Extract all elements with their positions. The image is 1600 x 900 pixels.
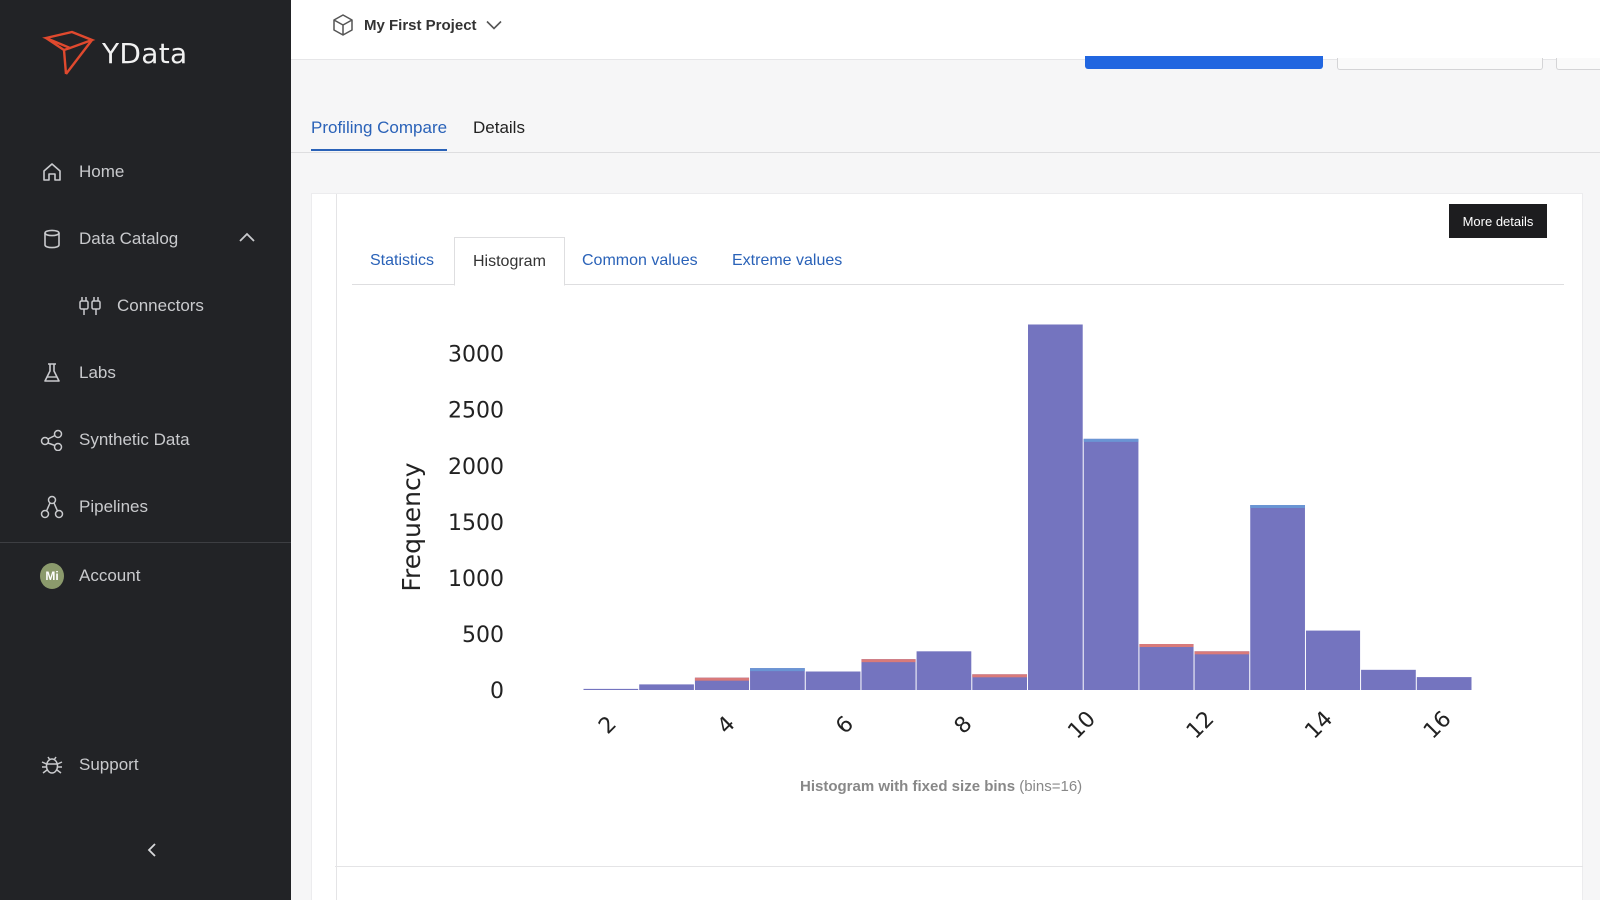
histogram-bar-overlap (1194, 651, 1250, 655)
sidebar-item-label: Account (79, 566, 141, 585)
sidebar-item-support[interactable]: Support (0, 740, 291, 790)
x-tick-label: 10 (1063, 707, 1100, 744)
x-tick-label: 2 (594, 712, 622, 740)
histogram-bar (916, 651, 972, 690)
connectors-icon (78, 294, 102, 318)
more-details-button[interactable]: More details (1449, 204, 1547, 238)
sidebar-item-label: Labs (79, 363, 116, 382)
tertiary-action-button[interactable] (1556, 58, 1600, 70)
tab-common-values[interactable]: Common values (582, 252, 698, 269)
tab-statistics[interactable]: Statistics (370, 252, 435, 269)
project-name: My First Project (364, 16, 477, 34)
chevron-left-icon (147, 843, 156, 857)
ydata-logo[interactable]: YData (42, 30, 187, 76)
histogram-bar (1361, 669, 1416, 690)
cube-icon (333, 14, 353, 36)
profile-card (311, 193, 1583, 900)
histogram-caption: Histogram with fixed size bins (bins=16) (800, 778, 1100, 795)
profile-card-inner (336, 194, 1584, 900)
histogram-bar (1139, 644, 1194, 690)
caption-bold: Histogram with fixed size bins (800, 778, 1016, 795)
histogram-bar (972, 674, 1027, 690)
sidebar-item-account[interactable]: Mi Account (0, 551, 291, 601)
sidebar-divider (0, 542, 291, 543)
collapse-sidebar-button[interactable] (140, 838, 164, 862)
y-tick-label: 2000 (448, 455, 504, 480)
y-axis-label: Frequency (397, 462, 426, 591)
tab-extreme-values[interactable]: Extreme values (732, 252, 843, 269)
avatar-initials: Mi (40, 563, 64, 589)
home-icon (40, 160, 64, 184)
histogram-bar (805, 671, 861, 690)
histogram-bar (1028, 324, 1083, 690)
tab-profiling-compare[interactable]: Profiling Compare (311, 118, 448, 151)
sidebar-item-label: Pipelines (79, 497, 148, 516)
primary-action-button[interactable] (1085, 56, 1323, 69)
variable-subtabs: Statistics Histogram Common values Extre… (352, 237, 1564, 286)
sidebar-item-label: Home (79, 162, 125, 181)
histogram-bar (1083, 438, 1139, 690)
histogram-bar (1250, 505, 1305, 690)
sidebar: YData Home Data Catalog Connectors Labs … (0, 0, 291, 900)
x-tick-label: 14 (1300, 707, 1337, 744)
histogram-bar-overlap (750, 668, 805, 672)
histogram-bar-overlap (1250, 505, 1305, 508)
x-tick-label: 12 (1182, 707, 1219, 744)
sidebar-item-label: Data Catalog (79, 229, 179, 248)
tab-histogram[interactable]: Histogram (454, 237, 565, 286)
y-tick-label: 3000 (448, 343, 504, 368)
histogram-bar (1305, 630, 1361, 690)
histogram-bar-overlap (861, 659, 916, 663)
x-tick-label: 4 (713, 712, 741, 740)
sidebar-item-label: Support (79, 755, 139, 774)
histogram-bar-overlap (1083, 438, 1139, 442)
sidebar-item-pipelines[interactable]: Pipelines (0, 482, 291, 532)
sidebar-item-home[interactable]: Home (0, 147, 291, 197)
tab-details[interactable]: Details (473, 118, 525, 137)
sidebar-item-labs[interactable]: Labs (0, 348, 291, 398)
project-selector[interactable]: My First Project (331, 13, 502, 37)
histogram-bar (583, 688, 639, 690)
card-divider (335, 866, 1583, 867)
x-tick-label: 6 (831, 712, 859, 740)
y-tick-label: 1500 (448, 511, 504, 536)
caption-bins: (bins=16) (1019, 778, 1083, 795)
histogram-bar (750, 668, 805, 690)
x-tick-label: 8 (950, 712, 978, 740)
database-icon (40, 227, 64, 251)
pipelines-icon (40, 495, 64, 519)
histogram-bar (1194, 651, 1250, 690)
histogram-bar-overlap (1139, 644, 1194, 648)
ydata-logo-icon (42, 30, 96, 75)
logo-text: YData (102, 36, 188, 70)
y-tick-label: 0 (490, 679, 504, 704)
y-tick-label: 500 (462, 623, 504, 648)
bug-icon (40, 753, 64, 777)
sidebar-item-label: Synthetic Data (79, 430, 190, 449)
histogram-chart: 0 500 1000 1500 2000 2500 3000 2 4 6 8 10 12 14 16 Freq… (397, 324, 1472, 744)
chevron-down-icon (485, 20, 502, 30)
histogram-bar (694, 677, 750, 690)
share-nodes-icon (40, 428, 64, 452)
histogram-bar (639, 684, 694, 690)
secondary-action-button[interactable] (1337, 58, 1543, 70)
y-tick-label: 1000 (448, 567, 504, 592)
sidebar-item-connectors[interactable]: Connectors (0, 281, 291, 331)
sidebar-item-synthetic-data[interactable]: Synthetic Data (0, 415, 291, 465)
flask-icon (40, 361, 64, 385)
sidebar-item-data-catalog[interactable]: Data Catalog (0, 214, 291, 264)
histogram-bar-overlap (694, 677, 750, 681)
histogram-bar (861, 659, 916, 690)
y-tick-label: 2500 (448, 399, 504, 424)
page-tabs: Profiling Compare Details (291, 110, 1600, 153)
sidebar-item-label: Connectors (117, 296, 204, 315)
x-tick-label: 16 (1419, 707, 1456, 744)
avatar: Mi (40, 563, 64, 589)
top-bar: My First Project (291, 0, 1600, 60)
chevron-up-icon[interactable] (238, 230, 256, 248)
histogram-bar (1416, 677, 1472, 690)
histogram-bar-overlap (972, 674, 1027, 678)
